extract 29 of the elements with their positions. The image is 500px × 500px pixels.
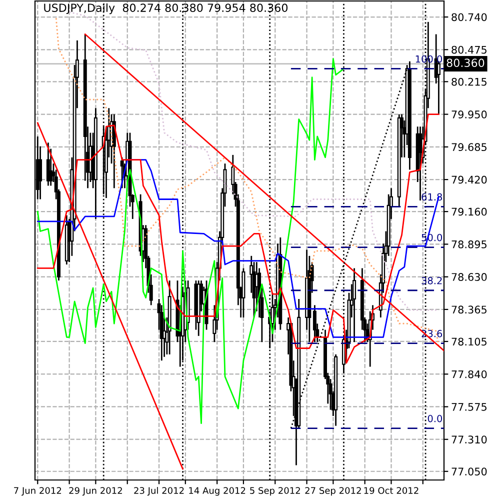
candlestick	[352, 268, 356, 343]
series-label: 38.2	[422, 276, 442, 284]
y-tick-label: 80.740	[452, 13, 487, 22]
x-tick-label: 27 Sep 2012	[305, 487, 361, 496]
x-tick-label: 19 Oct 2012	[364, 487, 418, 494]
y-tick-label: 80.215	[452, 78, 486, 86]
y-tick-label: 79.420	[452, 176, 487, 184]
y-tick-label: 78.895	[452, 240, 486, 248]
y-tick-label: 79.160	[452, 208, 487, 216]
y-tick-label: 78.365	[452, 306, 486, 314]
x-tick-label: 7 Jun 2012	[14, 487, 62, 496]
y-tick-label: 78.105	[452, 338, 486, 346]
line-series	[36, 58, 344, 424]
y-tick-label: 78.630	[452, 273, 487, 281]
candlestick	[312, 304, 316, 343]
y-tick-label: 80.475	[452, 46, 486, 54]
y-tick-label: 77.050	[452, 468, 487, 476]
ref-line-label: 80.360	[446, 58, 484, 68]
x-tick-label: 23 Jul 2012	[134, 486, 184, 496]
y-tick-label: 77.840	[452, 370, 487, 378]
series-label: 0.0	[428, 414, 442, 422]
y-tick-label: 77.575	[452, 403, 486, 411]
y-tick-label: 79.685	[452, 143, 486, 152]
y-tick-label: 79.950	[452, 110, 487, 118]
x-tick-label: 29 Jun 2012	[69, 487, 122, 496]
x-tick-label: 5 Sep 2012	[250, 487, 300, 496]
x-tick-label: 14 Aug 2012	[189, 487, 246, 496]
y-tick-label: 77.310	[452, 436, 487, 444]
chart-title: USDJPY,Daily 80.274 80.380 79.954 80.360	[44, 3, 288, 14]
